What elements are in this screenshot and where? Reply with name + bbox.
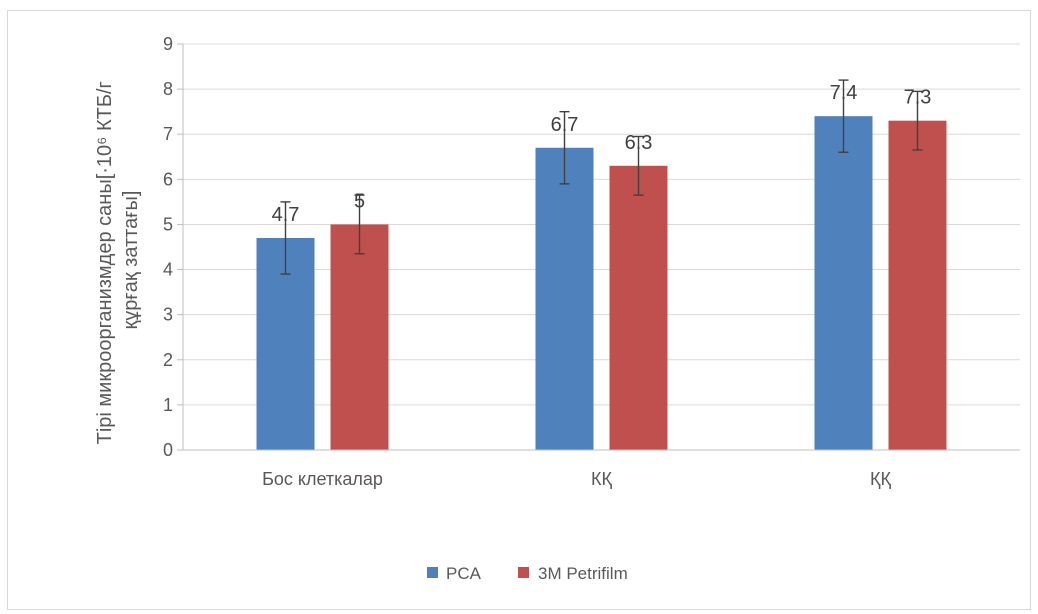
y-axis-title-line-2: құрғақ заттағы] — [120, 191, 142, 330]
y-tick-labels: 0 1 2 3 4 5 6 7 8 9 — [163, 34, 173, 460]
legend-label-3m-petrifilm: 3M Petrifilm — [538, 564, 628, 583]
error-bars — [280, 79, 923, 275]
y-tick-label: 1 — [163, 395, 173, 415]
x-tick-label: Бос клеткалар — [262, 469, 383, 489]
x-tick-label: КҚ — [591, 469, 612, 489]
data-labels: 4.7 5 6.7 6.3 7.4 7.3 — [272, 82, 932, 226]
data-label: 7.3 — [904, 87, 932, 109]
bar-3m-petrifilm — [330, 224, 389, 450]
y-tick-label: 3 — [163, 305, 173, 325]
bar-pca — [814, 116, 873, 450]
y-tick-label: 4 — [163, 260, 173, 280]
x-tick-labels: Бос клеткалар КҚ ҚҚ — [262, 469, 891, 489]
bars — [256, 116, 947, 451]
y-axis-title-line-1: Тірі микроорганизмдер саны[·10⁶ КТБ/г — [94, 81, 116, 444]
y-tick-label: 6 — [163, 169, 173, 189]
x-tick-label: ҚҚ — [870, 469, 891, 489]
data-label: 6.7 — [551, 114, 579, 136]
axes — [177, 43, 1020, 451]
y-tick-label: 7 — [163, 124, 173, 144]
y-tick-label: 8 — [163, 79, 173, 99]
data-label: 7.4 — [830, 82, 858, 104]
legend-swatch-pca — [427, 567, 438, 578]
gridlines — [183, 43, 1020, 406]
data-label: 6.3 — [625, 132, 653, 154]
y-tick-label: 2 — [163, 350, 173, 370]
bar-3m-petrifilm — [888, 120, 947, 450]
legend-swatch-3m-petrifilm — [518, 567, 529, 578]
legend: PCA 3M Petrifilm — [427, 564, 628, 583]
bar-3m-petrifilm — [609, 165, 668, 451]
data-label: 5 — [354, 190, 365, 212]
y-axis-title: Тірі микроорганизмдер саны[·10⁶ КТБ/г құ… — [94, 76, 142, 445]
legend-label-pca: PCA — [446, 564, 482, 583]
y-tick-label: 5 — [163, 214, 173, 234]
y-tick-label: 0 — [163, 440, 173, 460]
y-tick-label: 9 — [163, 34, 173, 54]
data-label: 4.7 — [272, 204, 300, 226]
bar-pca — [535, 147, 594, 450]
